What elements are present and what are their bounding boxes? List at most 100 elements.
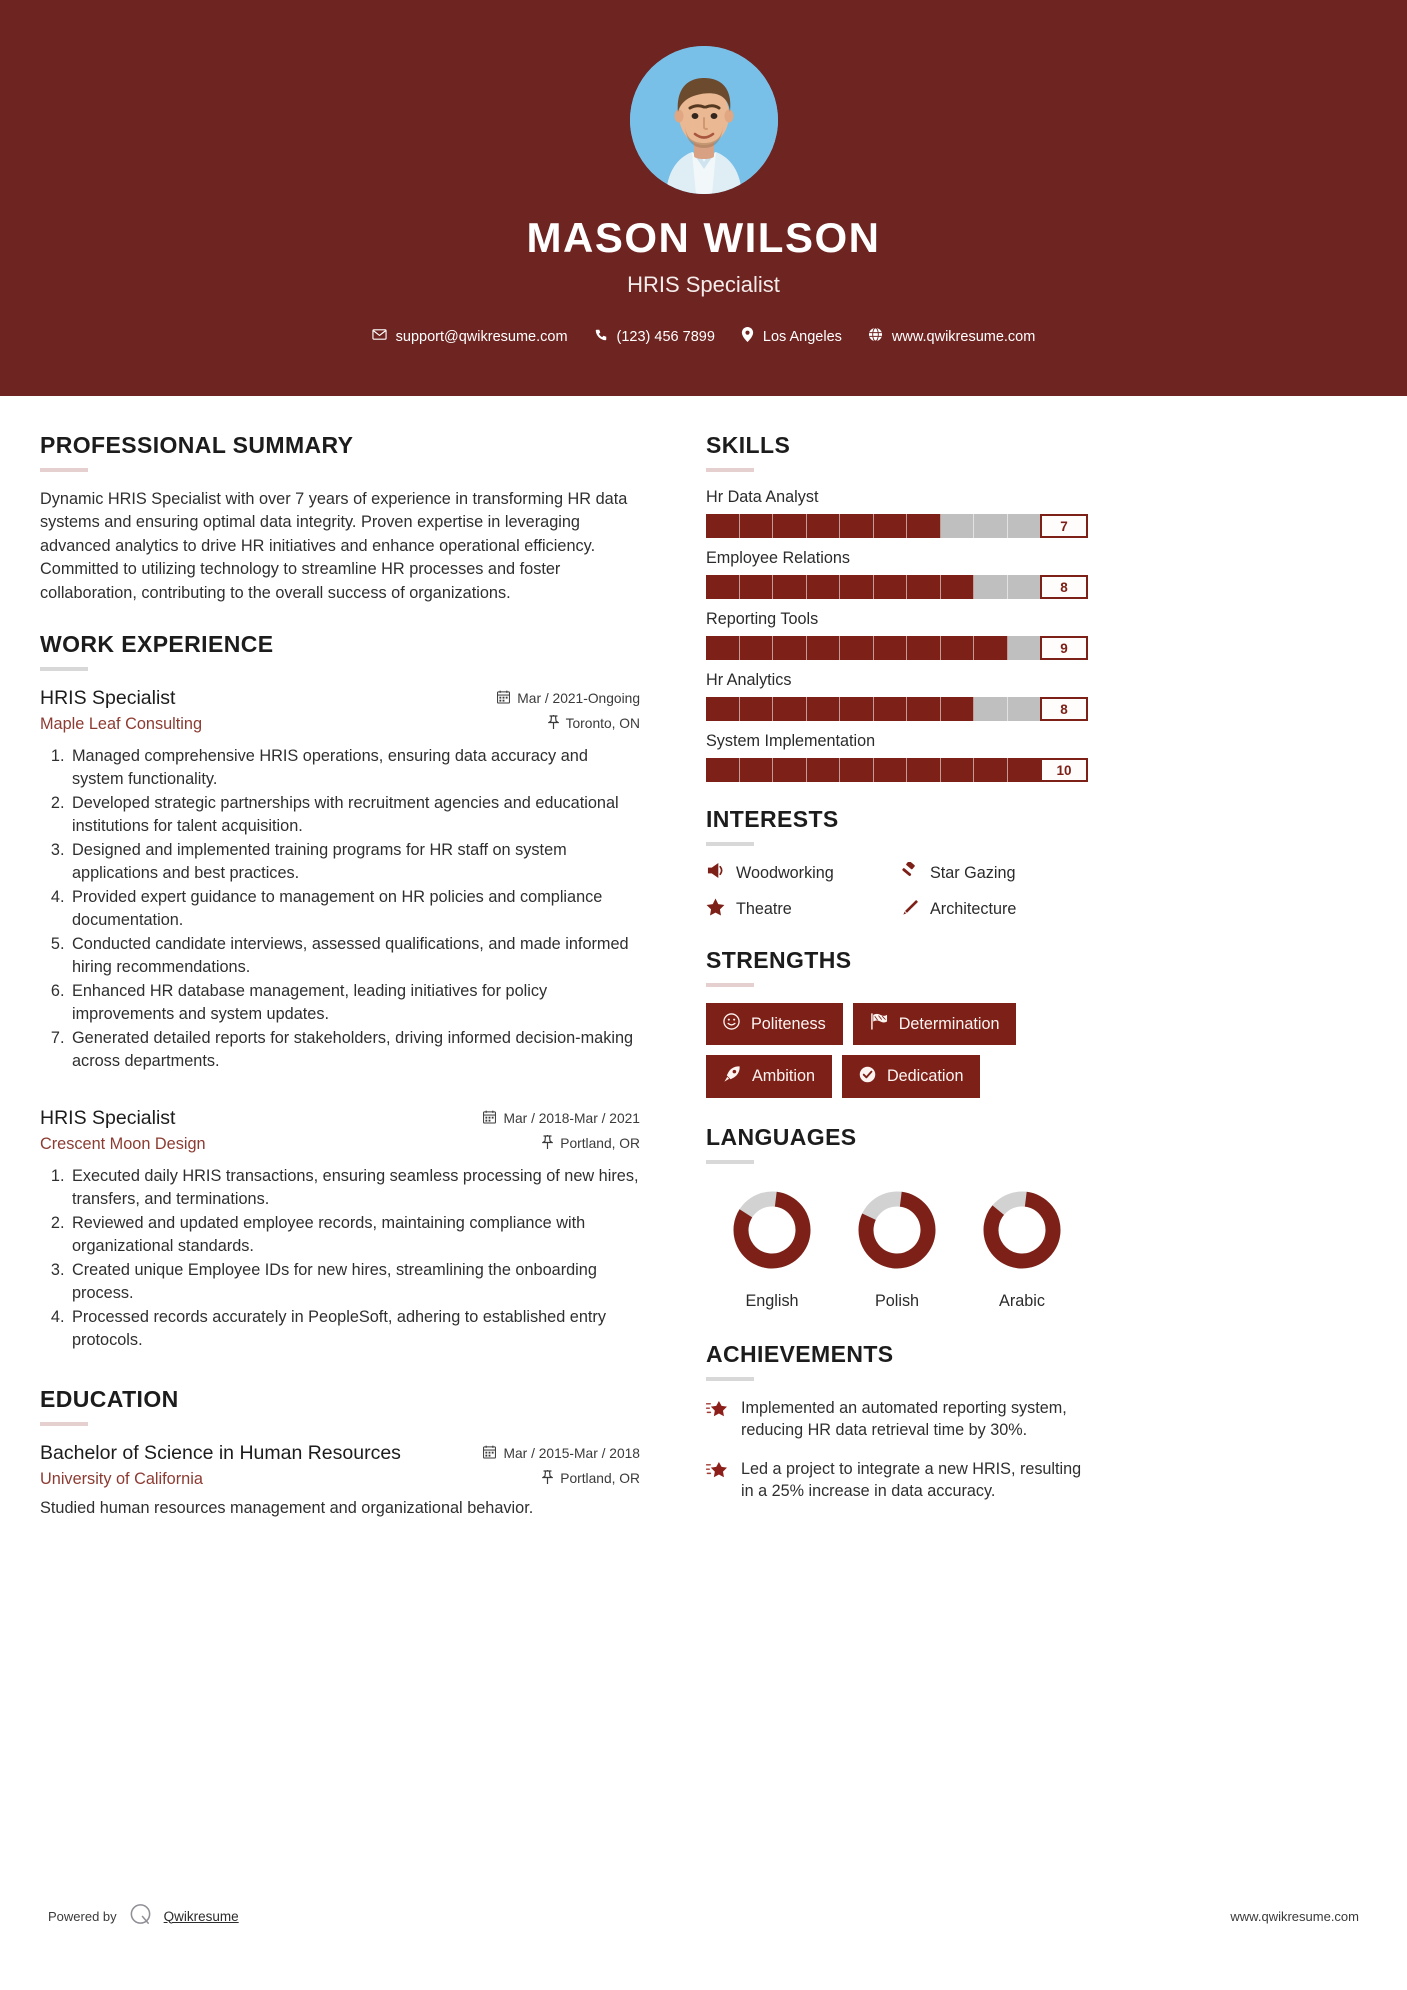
skill-name: Employee Relations bbox=[706, 549, 850, 567]
contact-phone[interactable]: (123) 456 7899 bbox=[594, 328, 715, 346]
footer-brand-link[interactable]: Qwikresume bbox=[163, 1908, 239, 1924]
spacer bbox=[40, 1077, 640, 1107]
calendar-icon bbox=[497, 690, 511, 707]
skill-segment bbox=[773, 758, 807, 782]
footer-powered-label: Powered by bbox=[48, 1908, 117, 1924]
bullet: Provided expert guidance to management o… bbox=[69, 886, 640, 932]
contact-website[interactable]: www.qwikresume.com bbox=[868, 327, 1035, 346]
education-location-value: Portland, OR bbox=[560, 1470, 640, 1486]
resume-body: PROFESSIONAL SUMMARY Dynamic HRIS Specia… bbox=[0, 396, 1407, 1523]
interest-item: Star Gazing bbox=[900, 861, 1088, 884]
pin-icon bbox=[546, 714, 560, 732]
contact-phone-value: (123) 456 7899 bbox=[616, 328, 715, 345]
star-icon bbox=[706, 898, 725, 921]
language-label: English bbox=[745, 1292, 799, 1310]
skill-segment bbox=[773, 514, 807, 538]
skill-segment bbox=[840, 514, 874, 538]
section-achievements: ACHIEVEMENTS Implemented an automated re… bbox=[705, 1341, 1088, 1503]
skill-value: 8 bbox=[1040, 575, 1088, 599]
interest-label: Theatre bbox=[736, 900, 792, 918]
contact-location-value: Los Angeles bbox=[762, 328, 842, 345]
skill-bar bbox=[706, 514, 1040, 538]
skill-value: 9 bbox=[1040, 636, 1088, 660]
skill-segment bbox=[806, 758, 840, 782]
skill-item: Reporting Tools 9 bbox=[706, 610, 1088, 660]
footer-website: www.qwikresume.com bbox=[1230, 1908, 1359, 1924]
bullet: Designed and implemented training progra… bbox=[69, 839, 640, 885]
megaphone-icon bbox=[706, 862, 725, 884]
pencil-ruler-icon bbox=[900, 899, 919, 921]
skill-segment bbox=[706, 514, 740, 538]
work-location: Portland, OR bbox=[541, 1134, 640, 1152]
skill-segment bbox=[974, 697, 1008, 721]
work-bullets: Managed comprehensive HRIS operations, e… bbox=[40, 745, 640, 1073]
qwikresume-logo-icon bbox=[128, 1902, 153, 1930]
language-donut bbox=[728, 1186, 816, 1279]
skill-bar bbox=[706, 636, 1040, 660]
strength-label: Determination bbox=[898, 1014, 1000, 1033]
work-company: Maple Leaf Consulting bbox=[40, 715, 203, 734]
work-location: Toronto, ON bbox=[546, 714, 640, 732]
skill-segment bbox=[806, 514, 840, 538]
skill-segment bbox=[907, 575, 941, 599]
education-entry: Bachelor of Science in Human Resources M… bbox=[40, 1442, 640, 1520]
skill-segment bbox=[1008, 514, 1041, 538]
skill-segment bbox=[873, 514, 907, 538]
skill-segment bbox=[806, 697, 840, 721]
work-dates-value: Mar / 2018-Mar / 2021 bbox=[503, 1110, 640, 1126]
skill-value: 8 bbox=[1040, 697, 1088, 721]
achievement-item: Implemented an automated reporting syste… bbox=[705, 1397, 1088, 1442]
section-rule bbox=[40, 1421, 88, 1426]
contact-email[interactable]: support@qwikresume.com bbox=[372, 327, 568, 346]
envelope-icon bbox=[372, 327, 387, 346]
skill-segment bbox=[840, 758, 874, 782]
achievement-item: Led a project to integrate a new HRIS, r… bbox=[705, 1458, 1088, 1503]
skill-segment bbox=[706, 758, 740, 782]
achievement-text: Implemented an automated reporting syste… bbox=[741, 1399, 1067, 1440]
skill-segment bbox=[974, 514, 1008, 538]
bullet: Generated detailed reports for stakehold… bbox=[69, 1027, 640, 1073]
skill-segment bbox=[806, 575, 840, 599]
bullet: Conducted candidate interviews, assessed… bbox=[69, 933, 640, 979]
bullet: Reviewed and updated employee records, m… bbox=[69, 1212, 640, 1258]
skill-segment bbox=[940, 758, 974, 782]
skill-value: 10 bbox=[1040, 758, 1088, 782]
location-pin-icon bbox=[741, 327, 754, 346]
calendar-icon bbox=[483, 1110, 497, 1127]
skill-segment bbox=[940, 575, 974, 599]
calendar-icon bbox=[483, 1445, 497, 1462]
right-column: SKILLS Hr Data Analyst 7 Employee Relati… bbox=[678, 432, 1088, 1523]
interest-item: Woodworking bbox=[706, 862, 894, 884]
skill-segment bbox=[739, 575, 773, 599]
strength-label: Politeness bbox=[751, 1014, 826, 1033]
skill-segment bbox=[1008, 697, 1041, 721]
skill-name: Hr Analytics bbox=[706, 671, 792, 689]
skill-segment bbox=[873, 758, 907, 782]
skill-bar bbox=[706, 697, 1040, 721]
contact-email-value: support@qwikresume.com bbox=[395, 328, 568, 345]
section-rule bbox=[706, 842, 754, 846]
pin-icon bbox=[541, 1134, 555, 1152]
bullet: Developed strategic partnerships with re… bbox=[69, 792, 640, 838]
skill-name: System Implementation bbox=[706, 732, 876, 750]
education-school: University of California bbox=[40, 1469, 203, 1488]
skill-segment bbox=[1007, 758, 1040, 782]
page-title: MASON WILSON bbox=[526, 214, 881, 261]
skill-item: Hr Data Analyst 7 bbox=[706, 488, 1088, 538]
skill-item: Employee Relations 8 bbox=[706, 549, 1088, 599]
language-item: Arabic bbox=[962, 1186, 1082, 1311]
gavel-icon bbox=[900, 861, 919, 884]
strength-chip: Ambition bbox=[706, 1055, 832, 1098]
work-location-value: Portland, OR bbox=[560, 1135, 640, 1151]
skill-value: 7 bbox=[1040, 514, 1088, 538]
section-heading: LANGUAGES bbox=[706, 1124, 857, 1150]
bullet: Executed daily HRIS transactions, ensuri… bbox=[69, 1165, 640, 1211]
contact-website-value: www.qwikresume.com bbox=[891, 328, 1036, 345]
work-location-value: Toronto, ON bbox=[565, 716, 640, 732]
achievement-text: Led a project to integrate a new HRIS, r… bbox=[741, 1459, 1082, 1501]
interest-label: Woodworking bbox=[736, 863, 834, 882]
left-column: PROFESSIONAL SUMMARY Dynamic HRIS Specia… bbox=[40, 432, 640, 1523]
skill-segment bbox=[773, 697, 807, 721]
contact-location[interactable]: Los Angeles bbox=[741, 327, 842, 346]
skill-segment bbox=[739, 514, 773, 538]
